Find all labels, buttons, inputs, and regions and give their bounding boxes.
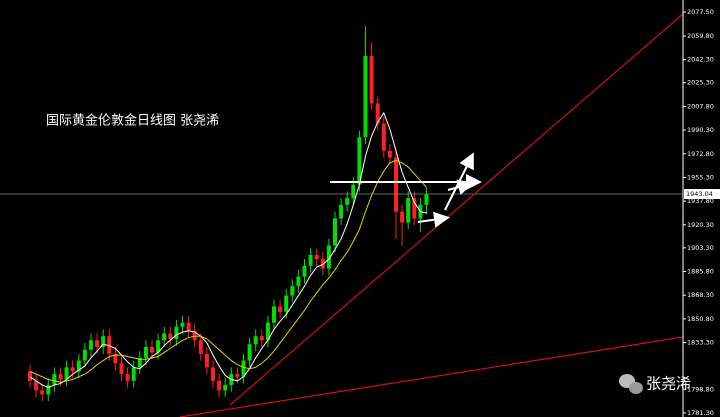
candle-body [119,363,124,375]
candle-body [52,374,57,385]
candle-body [284,295,289,312]
candle-body [186,322,191,331]
candle-body [64,367,69,380]
candle-body [217,380,222,391]
candle-body [265,322,270,341]
current-price-label: 1943.04 [686,190,713,198]
candle-body [290,286,295,296]
y-tick-label: 1781.30 [687,409,714,417]
candle-body [381,123,386,151]
candle-body [156,340,161,353]
y-tick-label: 1903.30 [687,244,714,252]
candle-body [241,360,246,377]
candle-body [314,254,319,260]
candle-body [302,265,307,277]
candle-body [192,330,197,341]
candle-body [326,245,331,269]
y-tick-label: 1868.30 [687,291,714,299]
y-tick-label: 2042.30 [687,56,714,64]
ma-line [29,159,427,383]
price-tag [684,189,720,200]
candle-body [40,390,45,395]
candle-body [406,198,411,223]
candle-body [339,204,344,219]
watermark-icon [619,374,643,394]
candle-body [180,322,185,327]
candle-body [278,306,283,312]
candle-body [131,367,136,381]
candle-body [137,357,142,368]
candle-body [34,380,39,391]
arrow [417,211,450,228]
y-tick-label: 1798.80 [687,385,714,393]
candle-body [333,218,337,246]
y-tick-label: 1937.80 [687,197,714,205]
y-tick-label: 2077.50 [687,8,714,16]
candle-body [394,157,398,212]
candle-body [375,103,380,124]
watermark: 张尧浠 [646,375,691,393]
candle-body [308,254,313,266]
candle-body [82,349,87,361]
candle-body [95,340,100,348]
candle-body [46,384,51,395]
candle-body [345,198,350,205]
candle-body [296,276,301,287]
candle-body [89,340,93,350]
candle-body [235,374,240,377]
candle-body [143,347,148,358]
y-tick-label: 1885.80 [687,268,714,276]
candle-body [28,371,32,381]
candle-body [320,259,325,269]
candle-body [247,344,252,361]
y-tick-label: 1955.30 [687,173,714,181]
trend-line [179,336,684,417]
candle-body [272,306,276,323]
candle-body [174,326,179,339]
trend-line [229,13,684,406]
candle-body [253,336,258,345]
candle-body [400,211,405,223]
candle-body [351,184,356,199]
ma-line [29,111,427,389]
y-tick-label: 2007.80 [687,102,714,110]
annotation: 国际黄金伦敦金日线图 张尧浠 [46,113,219,129]
candle-body [58,374,63,380]
candle-body [357,137,362,185]
candle-body [162,333,167,341]
y-tick-label: 1990.30 [687,126,714,134]
candle-body [198,340,203,354]
candle-body [259,336,264,341]
candle-body [387,150,392,158]
candle-body [125,374,130,381]
candle-body [150,347,154,353]
candle-body [76,360,81,372]
arrow [447,179,474,195]
y-tick-label: 1920.30 [687,221,714,229]
candle-body [204,353,209,368]
candle-body [363,56,368,138]
candle-body [412,198,417,219]
y-tick-label: 2025.30 [687,79,714,87]
candle-body [168,333,173,339]
candle-body [107,336,112,354]
candle-body [223,384,228,391]
candle-body [70,367,75,372]
candle-body [101,336,106,348]
candle-body [424,194,429,205]
y-tick-label: 2059.80 [687,32,714,40]
candle-body [211,367,215,381]
candle-body [113,353,118,364]
candle-body [369,56,374,104]
y-tick-label: 1833.30 [687,339,714,347]
y-tick-label: 1850.80 [687,315,714,323]
y-tick-label: 1972.80 [687,150,714,158]
